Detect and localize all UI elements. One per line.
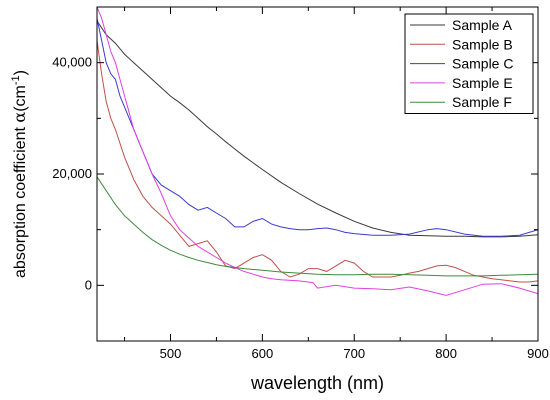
x-tick-label: 600 <box>252 346 274 361</box>
series-line-2 <box>97 40 538 283</box>
y-axis: 0 20,000 40,000 <box>52 6 538 342</box>
y-axis-label-close: ) <box>12 70 29 75</box>
legend-label: Sample A <box>452 17 513 33</box>
x-tick-label: 700 <box>343 346 365 361</box>
x-tick-label: 900 <box>527 346 549 361</box>
y-tick-label: 0 <box>85 277 92 292</box>
series-layer <box>97 7 538 296</box>
series-line-4 <box>97 7 538 296</box>
y-axis-label-unit: (cm <box>12 85 29 112</box>
y-tick-label: 40,000 <box>52 55 92 70</box>
x-axis-label: wavelength (nm) <box>250 373 384 393</box>
legend: Sample A Sample B Sample C Sample E Sample F <box>404 13 534 114</box>
legend-label: Sample B <box>452 36 513 52</box>
y-axis-label-exponent: -1 <box>10 75 22 85</box>
y-tick-label: 20,000 <box>52 166 92 181</box>
x-tick-label: 800 <box>435 346 457 361</box>
legend-label: Sample C <box>452 56 513 72</box>
y-axis-label: absorption coefficient α(cm-1) <box>10 70 29 278</box>
x-tick-label: 500 <box>160 346 182 361</box>
y-axis-label-symbol: α <box>10 112 29 123</box>
x-axis: 500 600 700 800 900 <box>124 7 549 361</box>
y-axis-label-main: absorption coefficient <box>12 123 29 278</box>
legend-label: Sample F <box>452 94 512 110</box>
legend-label: Sample E <box>452 75 513 91</box>
series-line-5 <box>97 176 538 277</box>
series-line-1 <box>97 20 538 238</box>
